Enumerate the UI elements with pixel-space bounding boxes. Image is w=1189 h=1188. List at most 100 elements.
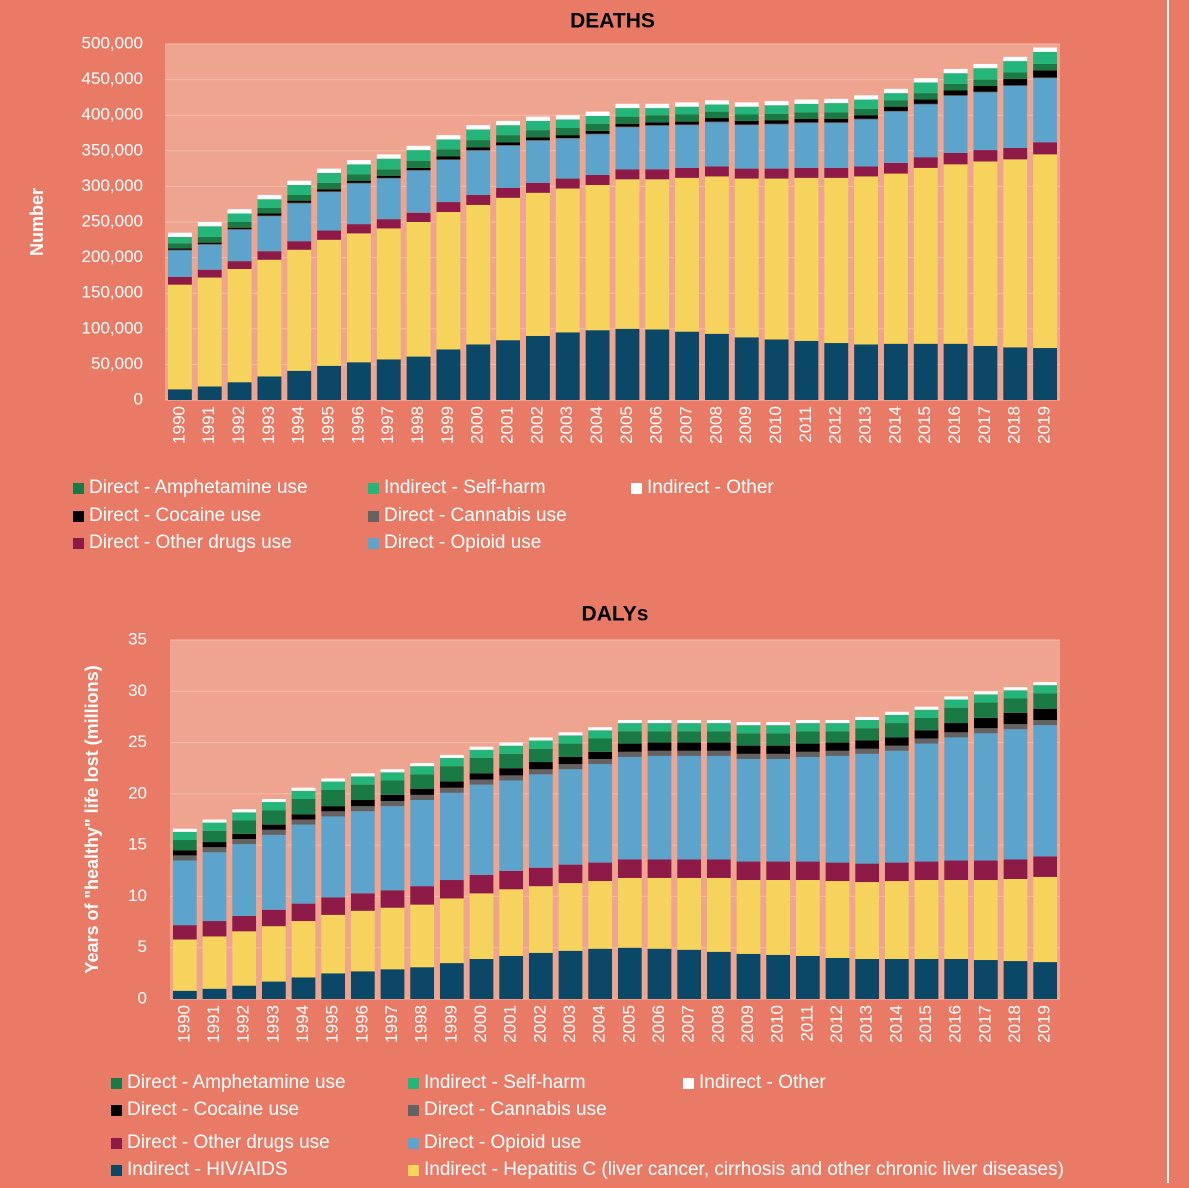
bar-segment (525, 116, 550, 121)
bar-segment (410, 904, 435, 968)
bar-segment (706, 720, 731, 724)
bar-segment (734, 337, 759, 400)
bar-segment (1033, 348, 1058, 400)
bar-segment (585, 115, 610, 124)
bar-segment (647, 720, 672, 724)
bar-segment (585, 130, 610, 134)
x-tick-label: 2001 (498, 406, 517, 444)
bar-segment (704, 176, 729, 334)
bar-segment (525, 130, 550, 138)
bar-segment (528, 867, 553, 887)
bar-segment (677, 755, 702, 860)
bar-segment (704, 333, 729, 400)
bar-segment (795, 861, 820, 881)
bar-segment (617, 877, 642, 948)
bar-segment (943, 95, 968, 153)
bar-segment (706, 742, 731, 751)
bar-segment (794, 103, 819, 113)
legend-label: Indirect - Hepatitis C (liver cancer, ci… (424, 1159, 1064, 1180)
bar-segment (172, 860, 197, 926)
bar-segment (499, 870, 524, 890)
bar-segment (232, 820, 257, 834)
bar-segment (261, 834, 286, 910)
bar-segment (376, 175, 401, 178)
bar-segment (317, 191, 342, 193)
bar-segment (321, 789, 346, 807)
bar-segment (617, 723, 642, 732)
legend-swatch (111, 1165, 122, 1176)
bar-segment (350, 806, 375, 812)
x-tick-label: 2000 (471, 1005, 490, 1043)
legend-swatch (368, 483, 379, 494)
bar-segment (944, 880, 969, 959)
legend-label: Indirect - HIV/AIDS (127, 1159, 288, 1180)
bar-segment (884, 750, 909, 863)
bar-segment (528, 774, 553, 868)
bar-segment (261, 829, 286, 835)
bar-segment (913, 93, 938, 100)
bar-segment (317, 182, 342, 190)
bar-segment (227, 261, 252, 269)
bar-segment (854, 108, 879, 116)
bar-segment (287, 184, 312, 195)
legend-label: Direct - Opioid use (384, 532, 541, 553)
bar-segment (558, 732, 583, 736)
bar-segment (439, 766, 464, 782)
bar-segment (943, 68, 968, 74)
bar-segment (734, 125, 759, 169)
bar-segment (261, 802, 286, 811)
bar-segment (795, 756, 820, 862)
bar-segment (410, 794, 435, 801)
bar-segment (675, 331, 700, 400)
bar-segment (558, 764, 583, 770)
plot-area (170, 640, 1060, 999)
bar-segment (884, 862, 909, 882)
bar-segment (645, 169, 670, 180)
bar-segment (469, 779, 494, 785)
bar-segment (883, 111, 908, 163)
bar-segment (291, 921, 316, 978)
bar-segment (496, 187, 521, 198)
bar-segment (677, 877, 702, 950)
bar-segment (855, 740, 880, 749)
bar-segment (704, 166, 729, 177)
bar-segment (944, 696, 969, 700)
bar-segment (321, 816, 346, 898)
bar-segment (1033, 78, 1058, 143)
x-tick-label: 2002 (530, 1005, 549, 1043)
bar-segment (675, 124, 700, 126)
bar-segment (825, 881, 850, 958)
bar-segment (645, 115, 670, 123)
bar-segment (317, 230, 342, 240)
bar-segment (944, 723, 969, 733)
bar-segment (376, 177, 401, 179)
bar-segment (706, 755, 731, 860)
bar-segment (436, 159, 461, 161)
bar-segment (172, 855, 197, 861)
bar-segment (499, 742, 524, 746)
bar-segment (1033, 682, 1058, 686)
bar-segment (528, 740, 553, 749)
bar-segment (585, 134, 610, 176)
legend-swatch (73, 483, 84, 494)
bar-segment (376, 154, 401, 159)
bar-segment (944, 737, 969, 861)
bar-segment (645, 122, 670, 126)
bar-segment (795, 731, 820, 744)
bar-segment (585, 111, 610, 116)
x-tick-label: 1999 (441, 1005, 460, 1043)
x-tick-label: 1997 (378, 406, 397, 444)
bar-segment (794, 99, 819, 104)
bar-segment (645, 329, 670, 400)
bar-segment (825, 720, 850, 724)
bar-segment (232, 985, 257, 999)
bar-segment (588, 881, 613, 949)
bar-segment (172, 939, 197, 991)
bar-segment (766, 745, 791, 754)
bar-segment (883, 110, 908, 112)
bar-segment (406, 167, 431, 171)
bar-segment (615, 103, 640, 109)
bar-segment (795, 720, 820, 724)
bar-segment (855, 748, 880, 754)
bar-segment (317, 189, 342, 192)
